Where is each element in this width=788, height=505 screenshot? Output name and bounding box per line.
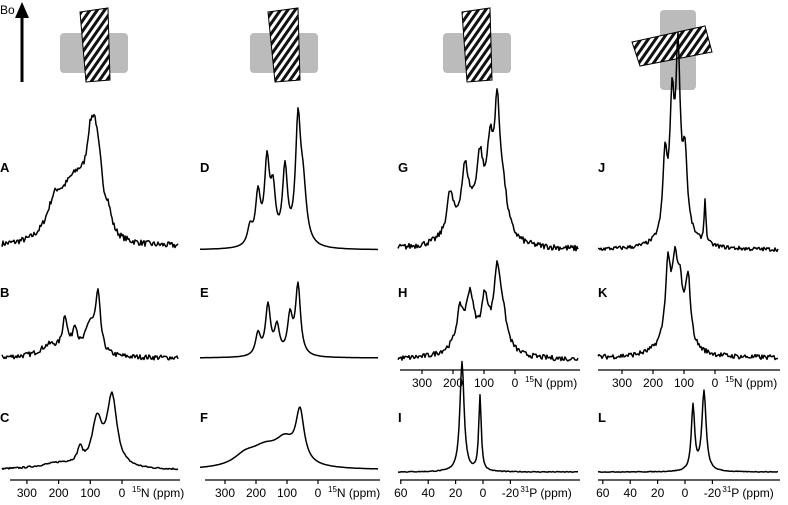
tick-label: 40: [624, 486, 638, 500]
tick-label: -20: [704, 486, 722, 500]
tick-label: 0: [315, 486, 322, 500]
tick-label: 0: [512, 376, 519, 390]
tick-label: 300: [215, 486, 235, 500]
tick-label: 0: [682, 486, 689, 500]
unit-text: N (ppm): [734, 376, 777, 390]
spectra: [1, 31, 779, 473]
field-label: Bo: [0, 3, 15, 17]
spectrum: [597, 389, 778, 473]
tick-label: 300: [612, 376, 632, 390]
tick-label: 200: [246, 486, 266, 500]
tick-label: 300: [17, 486, 37, 500]
tick-label: 200: [443, 376, 463, 390]
tick-label: 100: [80, 486, 100, 500]
spectrum: [200, 107, 378, 251]
tick-label: 200: [49, 486, 69, 500]
tick-label: 100: [474, 376, 494, 390]
tick-label: 20: [449, 486, 463, 500]
axis-unit: 31P (ppm): [520, 485, 571, 500]
field-arrow: [15, 2, 29, 82]
unit-text: P (ppm): [529, 486, 571, 500]
unit-superscript: 15: [725, 375, 734, 384]
spectrum: [597, 31, 779, 253]
tick-label: 0: [712, 376, 719, 390]
spectrum: [398, 360, 579, 473]
unit-text: P (ppm): [731, 486, 773, 500]
spectrum: [200, 281, 378, 359]
spectrum: [597, 245, 778, 361]
tick-label: 60: [394, 486, 408, 500]
spectrum: [1, 288, 179, 361]
tick-label: -20: [502, 486, 520, 500]
spectrum: [1, 113, 179, 249]
tick-label: 0: [480, 486, 487, 500]
unit-superscript: 15: [132, 485, 141, 494]
spectrum: [199, 406, 378, 470]
panel-label: I: [398, 410, 402, 425]
tick-label: 100: [277, 486, 297, 500]
unit-superscript: 31: [520, 485, 529, 494]
panel-label: J: [598, 160, 605, 175]
axis-unit: 15N (ppm): [328, 485, 380, 500]
panel-label: C: [0, 410, 10, 425]
tick-label: 0: [119, 486, 126, 500]
panel-label: G: [398, 160, 408, 175]
panel-label: A: [0, 160, 10, 175]
panel-label: K: [598, 285, 608, 300]
panel-label: D: [200, 160, 209, 175]
unit-text: N (ppm): [141, 486, 184, 500]
unit-text: N (ppm): [534, 376, 577, 390]
unit-superscript: 15: [328, 485, 337, 494]
membrane-icons: [60, 7, 713, 90]
panel-label: B: [0, 285, 9, 300]
unit-superscript: 31: [722, 485, 731, 494]
axis-unit: 15N (ppm): [725, 375, 777, 390]
spectrum: [1, 391, 179, 471]
tick-label: 200: [643, 376, 663, 390]
tick-label: 300: [412, 376, 432, 390]
tick-label: 100: [674, 376, 694, 390]
axis-unit: 15N (ppm): [525, 375, 577, 390]
unit-superscript: 15: [525, 375, 534, 384]
tick-label: 60: [596, 486, 610, 500]
axis-unit: 31P (ppm): [722, 485, 773, 500]
tick-label: 40: [422, 486, 436, 500]
spectrum: [397, 88, 579, 252]
spectrum: [397, 260, 579, 362]
panel-label: L: [598, 410, 606, 425]
tick-label: 20: [651, 486, 665, 500]
panel-label: F: [200, 410, 208, 425]
panel-label: E: [200, 285, 209, 300]
axis-unit: 15N (ppm): [132, 485, 184, 500]
unit-text: N (ppm): [337, 486, 380, 500]
panel-label: H: [398, 285, 407, 300]
